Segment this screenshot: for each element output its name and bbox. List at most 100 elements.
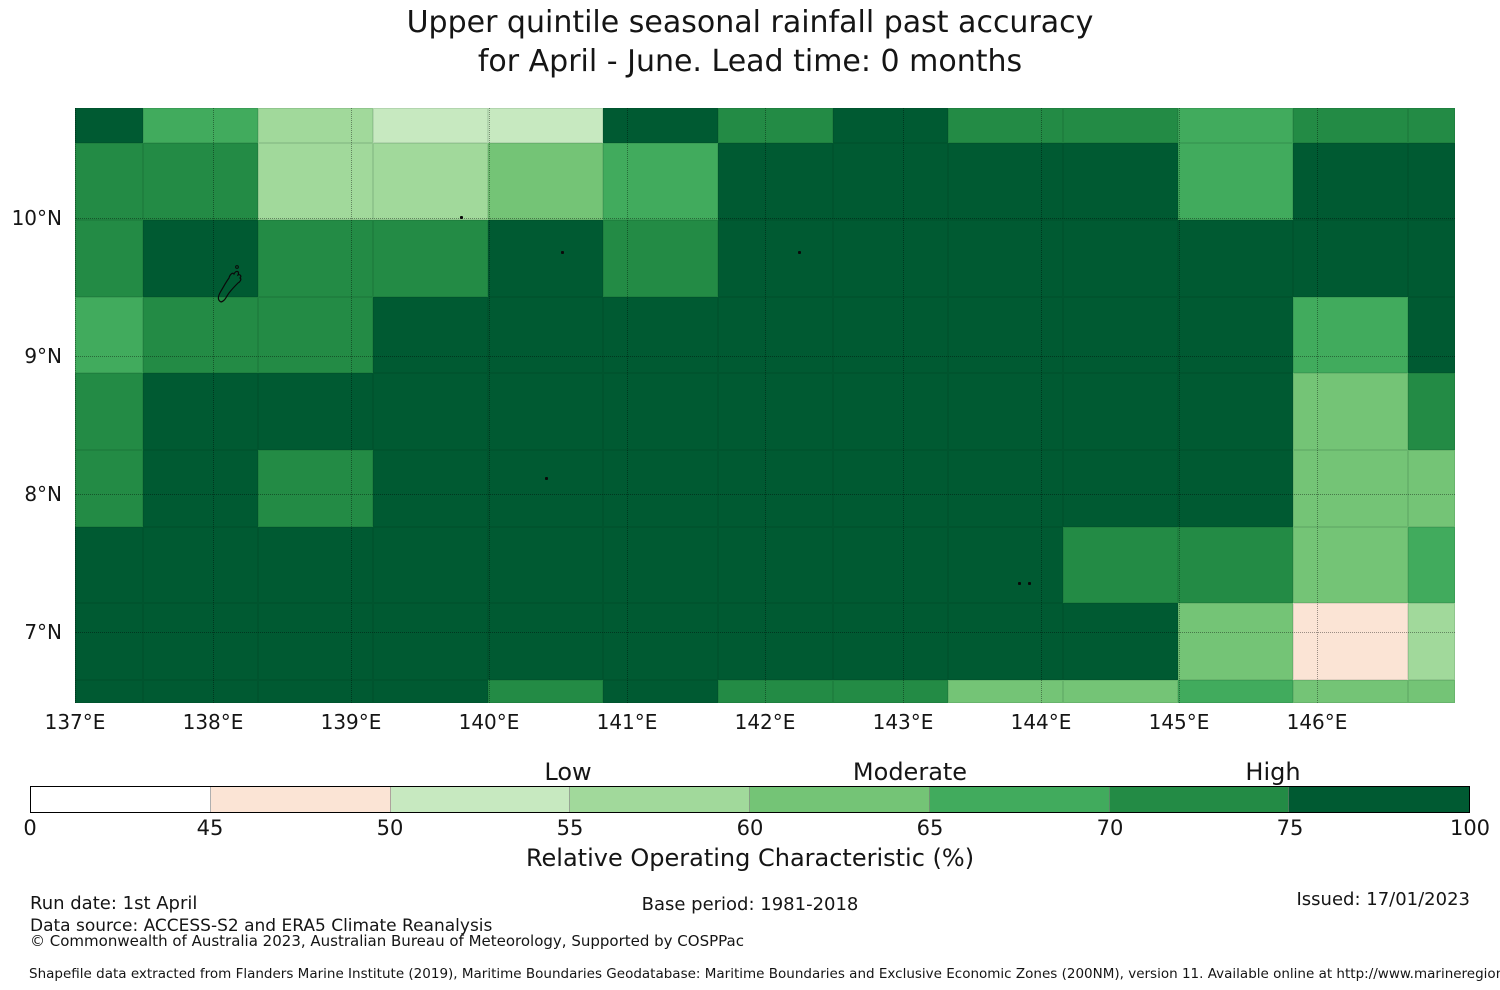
grid-cell [833,143,948,220]
grid-cell [1178,297,1293,373]
grid-cell [1178,680,1293,703]
grid-cell [1408,108,1455,143]
grid-cell [488,143,603,220]
grid-cell [718,108,833,143]
grid-cell [718,143,833,220]
island-dot [545,477,548,480]
colorbar-tick-label: 75 [1276,816,1304,840]
grid-cell [258,450,373,527]
colorbar-segment [210,787,391,812]
lat-tick-label: 8°N [24,482,62,506]
colorbar [30,786,1470,813]
grid-cell [143,527,258,603]
grid-cell [75,603,143,680]
grid-cell [488,603,603,680]
grid-cell [948,220,1063,297]
grid-cell [833,680,948,703]
grid-cell [718,373,833,450]
colorbar-segment [1289,787,1469,812]
grid-cell [1178,143,1293,220]
grid-cell [603,680,718,703]
grid-cell [833,220,948,297]
grid-cell [833,373,948,450]
lon-gridline [1179,108,1180,703]
grid-cell [1063,108,1178,143]
colorbar-region-label: High [1245,758,1301,786]
colorbar-region-label: Moderate [852,758,968,786]
grid-cell [948,373,1063,450]
grid-cell [488,220,603,297]
lon-gridline [213,108,214,703]
base-period-text: Base period: 1981-2018 [641,894,859,915]
yap-island-outline [213,261,249,305]
grid-cell [603,220,718,297]
lat-tick-label: 10°N [11,206,62,230]
grid-cell [603,450,718,527]
colorbar-segment [929,787,1110,812]
colorbar-tick-label: 65 [916,816,944,840]
lon-tick-label: 139°E [320,710,382,734]
lat-tick-label: 7°N [24,620,62,644]
grid-cell [1178,603,1293,680]
grid-cell [258,527,373,603]
grid-cell [75,527,143,603]
grid-cell [1293,603,1408,680]
colorbar-region-label: Low [544,758,592,786]
grid-cell [1408,603,1455,680]
grid-cell [603,297,718,373]
lon-tick-label: 140°E [458,710,520,734]
lon-gridline [75,108,76,703]
lat-gridline [75,632,1455,633]
grid-cell [833,527,948,603]
grid-cell [1063,220,1178,297]
grid-cell [833,450,948,527]
lon-gridline [489,108,490,703]
lat-tick-label: 9°N [24,344,62,368]
grid-cell [258,143,373,220]
grid-cell [143,450,258,527]
grid-cell [718,297,833,373]
run-date-text: Run date: 1st April [30,893,198,914]
colorbar-segment [570,787,750,812]
grid-cell [1063,143,1178,220]
grid-cell [373,143,488,220]
grid-cell [1408,680,1455,703]
grid-cell [718,450,833,527]
grid-cell [1293,680,1408,703]
grid-cell [258,680,373,703]
grid-cell [75,108,143,143]
colorbar-tick-label: 55 [556,816,584,840]
grid-cell [603,143,718,220]
grid-cell [258,297,373,373]
heatmap-area [75,108,1455,703]
lon-gridline [627,108,628,703]
chart-title-line1: Upper quintile seasonal rainfall past ac… [406,5,1094,40]
chart-title-line2: for April - June. Lead time: 0 months [477,44,1023,79]
lon-tick-label: 141°E [596,710,658,734]
colorbar-segment [390,787,571,812]
grid-cell [948,603,1063,680]
grid-cell [1063,373,1178,450]
grid-cell [1178,220,1293,297]
grid-cell [1293,527,1408,603]
grid-cell [488,297,603,373]
grid-cell [373,527,488,603]
grid-cell [143,220,258,297]
grid-cell [718,680,833,703]
grid-cell [75,143,143,220]
colorbar-tick-label: 50 [376,816,404,840]
grid-cell [1408,373,1455,450]
grid-cell [373,680,488,703]
grid-cell [603,373,718,450]
grid-cell [1408,450,1455,527]
lon-tick-label: 142°E [734,710,796,734]
colorbar-segment [750,787,930,812]
grid-cell [488,450,603,527]
lon-tick-label: 138°E [182,710,244,734]
grid-cell [373,603,488,680]
grid-cell [143,373,258,450]
colorbar-tick-label: 0 [23,816,37,840]
island-dot [1018,582,1021,585]
grid-cell [1063,680,1178,703]
grid-cell [1293,450,1408,527]
